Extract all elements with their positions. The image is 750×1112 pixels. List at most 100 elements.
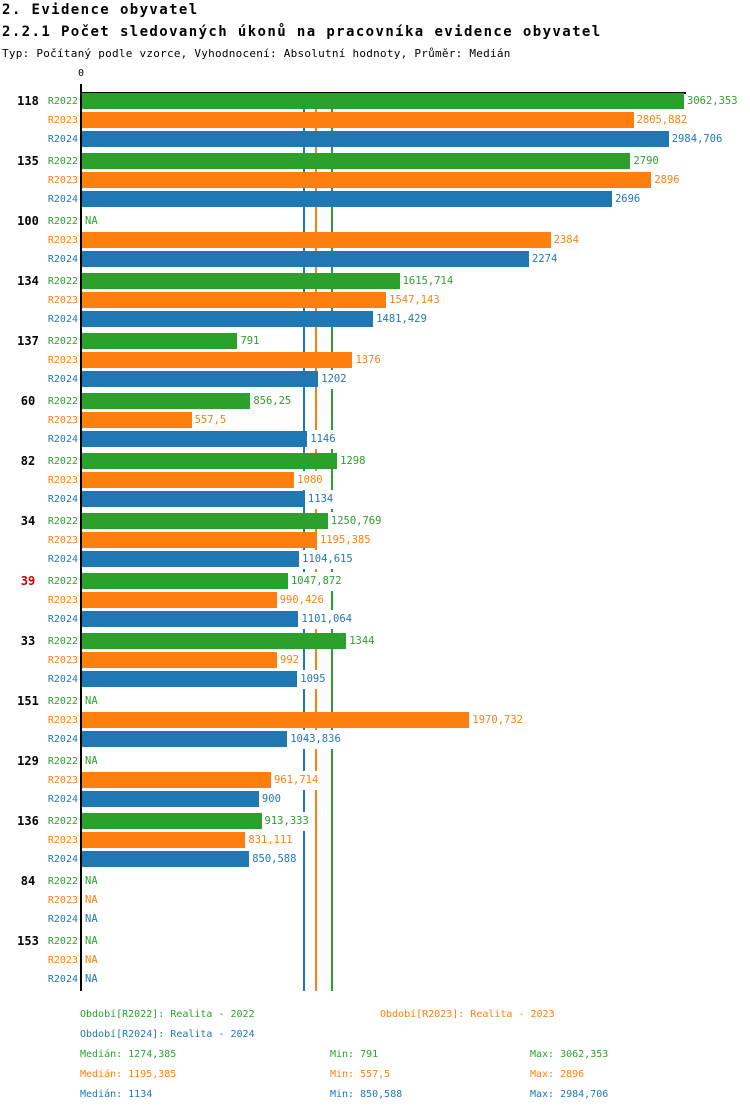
bar-r2024 <box>82 671 298 687</box>
bar-value-label: 992 <box>279 651 301 670</box>
series-row-label-r2022: R2022 <box>47 756 78 767</box>
stat-max-r2024: Max: 2984,706 <box>530 1089 609 1100</box>
bar-r2023 <box>82 112 634 128</box>
bar-value-label: 990,426 <box>278 591 326 610</box>
bar-r2023 <box>82 772 272 788</box>
y-axis-line <box>80 84 82 991</box>
group-label: 84 <box>20 874 36 888</box>
bar-value-na-label: NA <box>84 970 100 989</box>
series-row-label-r2022: R2022 <box>47 156 78 167</box>
series-row-label-r2022: R2022 <box>47 96 78 107</box>
bar-r2022 <box>82 813 262 829</box>
bar-r2024 <box>82 611 299 627</box>
series-row-label-r2022: R2022 <box>47 936 78 947</box>
bar-r2024 <box>82 791 259 807</box>
bar-value-label: 1134 <box>306 490 336 509</box>
series-row-label-r2022: R2022 <box>47 336 78 347</box>
bar-value-label: 1101,064 <box>300 610 355 629</box>
chart-meta: Typ: Počítaný podle vzorce, Vyhodnocení:… <box>2 47 511 60</box>
bar-r2024 <box>82 191 612 207</box>
series-row-label-r2022: R2022 <box>47 396 78 407</box>
bar-r2022 <box>82 273 400 289</box>
bar-value-label: 1095 <box>299 670 328 689</box>
series-row-label-r2024: R2024 <box>47 134 78 145</box>
series-row-label-r2023: R2023 <box>47 895 78 906</box>
series-row-label-r2024: R2024 <box>47 674 78 685</box>
bar-r2023 <box>82 412 192 428</box>
bar-value-label: 2896 <box>653 171 682 190</box>
legend-item-r2022: Období[R2022]: Realita - 2022 <box>80 1009 255 1020</box>
chart-title: 2.2.1 Počet sledovaných úkonů na pracovn… <box>2 24 602 40</box>
series-row-label-r2024: R2024 <box>47 614 78 625</box>
bar-r2022 <box>82 393 251 409</box>
bar-r2024 <box>82 491 305 507</box>
bar-r2023 <box>82 172 652 188</box>
bar-r2023 <box>82 472 295 488</box>
bar-value-label: 900 <box>260 790 283 809</box>
bar-value-label: 1970,732 <box>471 711 525 730</box>
legend-item-r2024: Období[R2024]: Realita - 2024 <box>80 1029 255 1040</box>
group-label: 153 <box>17 934 39 948</box>
bar-r2023 <box>82 532 317 548</box>
series-row-label-r2023: R2023 <box>47 835 78 846</box>
group-label: 34 <box>20 514 36 528</box>
stat-median-r2024: Medián: 1134 <box>80 1089 153 1100</box>
group-label: 137 <box>17 334 39 348</box>
bar-r2022 <box>82 573 288 589</box>
bar-value-na-label: NA <box>84 951 100 970</box>
group-label: 60 <box>20 394 36 408</box>
group-label: 100 <box>17 214 39 228</box>
plot-area: 0 118 R2022 3062,353 R2023 2805,882 R2024 2984… <box>17 68 740 991</box>
bar-value-label: 1202 <box>320 370 349 389</box>
bar-value-label: 1376 <box>354 351 383 370</box>
bar-value-label: 1547,143 <box>388 291 442 310</box>
stat-min-r2022: Min: 791 <box>330 1049 379 1060</box>
x-axis-zero-label: 0 <box>77 68 85 79</box>
series-row-label-r2024: R2024 <box>47 254 78 265</box>
stat-max-r2023: Max: 2896 <box>530 1069 585 1080</box>
bar-value-label: 557,5 <box>193 411 229 430</box>
bar-value-label: 856,25 <box>252 392 294 411</box>
bar-r2023 <box>82 352 353 368</box>
series-row-label-r2022: R2022 <box>47 876 78 887</box>
bar-value-label: 1250,769 <box>329 512 384 531</box>
group-label: 151 <box>17 694 39 708</box>
report-title: 2. Evidence obyvatel <box>2 2 199 18</box>
bar-r2024 <box>82 731 288 747</box>
bar-r2024 <box>82 131 669 147</box>
series-row-label-r2023: R2023 <box>47 955 78 966</box>
series-row-label-r2022: R2022 <box>47 816 78 827</box>
bar-value-na-label: NA <box>84 752 100 771</box>
bar-value-na-label: NA <box>84 910 100 929</box>
bar-r2024 <box>82 251 530 267</box>
bar-r2024 <box>82 851 250 867</box>
series-row-label-r2023: R2023 <box>47 535 78 546</box>
series-row-label-r2023: R2023 <box>47 355 78 366</box>
series-row-label-r2024: R2024 <box>47 434 78 445</box>
bar-value-label: 2384 <box>552 231 581 250</box>
bar-value-label: 1146 <box>309 430 338 449</box>
bar-value-label: 1043,836 <box>289 730 343 749</box>
group-label: 118 <box>17 94 39 108</box>
bar-value-label: 3062,353 <box>686 92 740 111</box>
series-row-label-r2022: R2022 <box>47 636 78 647</box>
bar-r2023 <box>82 232 551 248</box>
bar-r2023 <box>82 832 246 848</box>
bar-value-label: 831,111 <box>247 831 295 850</box>
series-row-label-r2023: R2023 <box>47 715 78 726</box>
bar-value-label: 791 <box>239 332 262 351</box>
series-row-label-r2023: R2023 <box>47 415 78 426</box>
bar-r2022 <box>82 633 347 649</box>
bar-value-label: 1615,714 <box>401 272 456 291</box>
bar-value-label: 913,333 <box>263 812 311 831</box>
bar-value-label: 2274 <box>531 250 560 269</box>
group-label: 39 <box>20 574 36 588</box>
bar-value-label: 1047,872 <box>289 572 344 591</box>
bar-value-na-label: NA <box>84 872 100 891</box>
series-row-label-r2023: R2023 <box>47 775 78 786</box>
series-row-label-r2023: R2023 <box>47 655 78 666</box>
bar-value-label: 961,714 <box>273 771 321 790</box>
stat-median-r2022: Medián: 1274,385 <box>80 1049 177 1060</box>
group-label: 136 <box>17 814 39 828</box>
series-row-label-r2024: R2024 <box>47 314 78 325</box>
